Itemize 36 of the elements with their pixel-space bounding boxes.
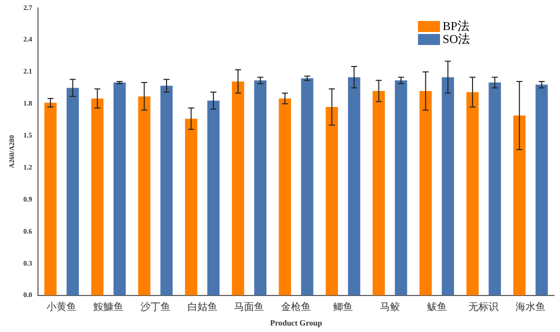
bar — [66, 88, 79, 296]
bar — [420, 91, 432, 296]
x-tick-label: 沙丁鱼 — [140, 301, 170, 314]
bar — [185, 118, 198, 296]
legend-label: BP法 — [442, 19, 470, 33]
bar — [394, 80, 408, 296]
bar — [513, 116, 526, 296]
x-tick-label: 白姑鱼 — [187, 301, 218, 314]
bar — [536, 84, 548, 296]
x-axis-title: Product Group — [270, 318, 323, 328]
x-tick-label: 海水鱼 — [516, 301, 546, 314]
x-tick-label: 马面鱼 — [234, 301, 264, 314]
x-tick-label: 金枪鱼 — [281, 301, 312, 314]
bar — [160, 86, 173, 296]
x-tick-label: 鮟鱇鱼 — [93, 301, 124, 314]
bar — [232, 81, 244, 296]
legend-label: SO法 — [442, 32, 470, 46]
bar — [278, 98, 292, 296]
bar — [348, 77, 360, 296]
bar — [91, 98, 104, 296]
x-tick-label: 无标识 — [468, 301, 499, 314]
bar — [301, 78, 314, 296]
x-tick-label: 小黄鱼 — [46, 301, 77, 314]
bar — [114, 82, 126, 296]
bar — [44, 102, 57, 296]
bar — [207, 100, 220, 296]
bar — [372, 91, 385, 296]
bar — [488, 82, 501, 296]
bar — [326, 106, 338, 296]
x-tick-label: 马鲛 — [380, 301, 400, 314]
bar — [466, 92, 479, 296]
bar — [138, 96, 150, 296]
x-tick-label: 鲅鱼 — [426, 301, 447, 314]
bar — [254, 80, 266, 296]
x-tick-label: 鲫鱼 — [332, 301, 353, 314]
bar — [442, 77, 454, 296]
